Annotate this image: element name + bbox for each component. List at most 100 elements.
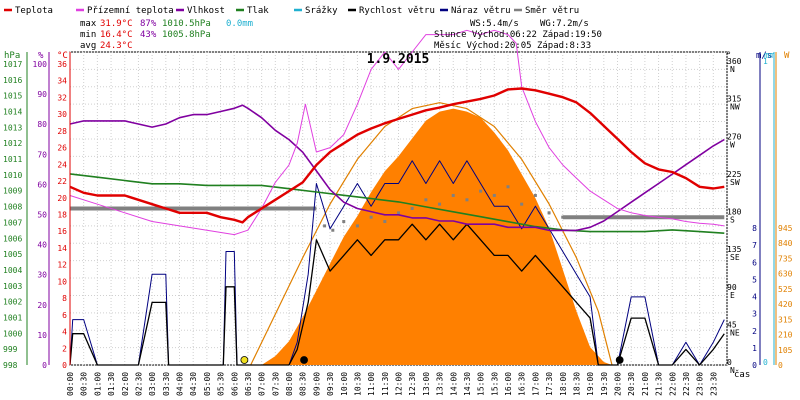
x-tick-label: 19:30 bbox=[600, 372, 609, 396]
x-tick-label: 01:00 bbox=[93, 372, 102, 396]
x-tick-label: 17:30 bbox=[545, 372, 554, 396]
c-tick-label: 36 bbox=[57, 60, 67, 69]
w-tick-label: 420 bbox=[778, 300, 793, 309]
hpa-tick-label: 1014 bbox=[3, 108, 22, 117]
x-tick-label: 12:30 bbox=[408, 372, 417, 396]
sun-marker bbox=[300, 356, 308, 364]
pct-tick-label: 20 bbox=[37, 301, 47, 310]
pct-tick-label: 60 bbox=[37, 180, 47, 189]
c-tick-label: 16 bbox=[57, 227, 67, 236]
c-tick-label: 18 bbox=[57, 211, 67, 220]
ms-tick-label: 8 bbox=[752, 224, 757, 233]
w-tick-label: 525 bbox=[778, 285, 793, 294]
stats-max-hum: 87% bbox=[140, 19, 157, 29]
sun-marker bbox=[240, 356, 249, 364]
wind-direction-point bbox=[506, 185, 510, 189]
x-tick-label: 04:00 bbox=[176, 372, 185, 396]
wind-direction-point bbox=[383, 220, 387, 224]
axis-label-w: W bbox=[784, 51, 790, 61]
axis-label-dir: ° bbox=[726, 51, 731, 61]
left-axes: 1017101610151014101310121011101010091008… bbox=[3, 60, 67, 370]
x-tick-label: 11:30 bbox=[381, 372, 390, 396]
axis-label-mm: mm bbox=[764, 51, 775, 61]
dir-tick-compass: N bbox=[730, 366, 735, 375]
dir-tick-compass: N bbox=[730, 65, 735, 74]
ground-temperature-line bbox=[69, 29, 725, 236]
x-tick-label: 02:30 bbox=[134, 372, 143, 396]
hpa-tick-label: 1015 bbox=[3, 92, 22, 101]
wind-direction-point bbox=[323, 224, 327, 228]
sun-markers bbox=[240, 356, 624, 364]
x-tick-label: 13:30 bbox=[436, 372, 445, 396]
wind-direction-point bbox=[520, 202, 524, 206]
wind-direction-point bbox=[424, 198, 428, 202]
pct-tick-label: 40 bbox=[37, 241, 47, 250]
x-tick-label: 06:00 bbox=[230, 372, 239, 396]
hpa-tick-label: 1012 bbox=[3, 139, 22, 148]
hpa-tick-label: 1001 bbox=[3, 313, 22, 322]
c-tick-label: 26 bbox=[57, 144, 67, 153]
hpa-tick-label: 1003 bbox=[3, 282, 22, 291]
x-tick-label: 14:30 bbox=[463, 372, 472, 396]
hpa-tick-label: 1010 bbox=[3, 171, 22, 180]
c-tick-label: 24 bbox=[57, 160, 67, 169]
x-tick-label: 03:30 bbox=[162, 372, 171, 396]
dir-tick-compass: W bbox=[730, 140, 735, 149]
hpa-tick-label: 1016 bbox=[3, 76, 22, 85]
axis-label-c: °C bbox=[57, 51, 68, 61]
wind-direction-point bbox=[355, 224, 359, 228]
stats-min-label: min bbox=[80, 30, 96, 40]
x-tick-label: 22:00 bbox=[668, 372, 677, 396]
hpa-tick-label: 999 bbox=[3, 345, 18, 354]
humidity-line bbox=[69, 104, 725, 232]
x-tick-label: 16:00 bbox=[504, 372, 513, 396]
dir-tick-compass: NE bbox=[730, 328, 740, 337]
x-tick-label: 11:00 bbox=[367, 372, 376, 396]
mm-tick-label: 1 bbox=[763, 57, 768, 66]
x-tick-label: 04:30 bbox=[189, 372, 198, 396]
wind-direction-point bbox=[451, 193, 455, 197]
x-axis-label: čas bbox=[734, 369, 750, 380]
x-tick-label: 14:00 bbox=[449, 372, 458, 396]
dir-tick-degree: 0 bbox=[727, 358, 732, 367]
pct-tick-label: 30 bbox=[37, 271, 47, 280]
ms-tick-label: 6 bbox=[752, 258, 757, 267]
c-tick-label: 22 bbox=[57, 177, 67, 186]
ms-tick-label: 5 bbox=[752, 275, 757, 284]
c-tick-label: 34 bbox=[57, 77, 67, 86]
hpa-tick-label: 1013 bbox=[3, 123, 22, 132]
pct-tick-label: 80 bbox=[37, 120, 47, 129]
wind-speed-line bbox=[69, 223, 725, 366]
sun-marker bbox=[615, 356, 624, 364]
info-moon: Měsíc Východ:20:05 Západ:8:33 bbox=[434, 41, 591, 51]
wind-direction-point bbox=[561, 215, 565, 219]
x-tick-label: 23:00 bbox=[696, 372, 705, 396]
w-tick-label: 0 bbox=[778, 361, 783, 370]
x-tick-label: 22:30 bbox=[682, 372, 691, 396]
stats-max-label: max bbox=[80, 19, 97, 29]
pct-tick-label: 100 bbox=[33, 60, 48, 69]
mm-tick-label: 0 bbox=[763, 358, 768, 367]
temperature-line bbox=[69, 87, 725, 224]
x-tick-label: 08:30 bbox=[299, 372, 308, 396]
x-tick-label: 02:00 bbox=[121, 372, 130, 396]
stats-block: max 31.9°C 87% 1010.5hPa 0.0mm min 16.4°… bbox=[80, 19, 253, 51]
ms-tick-label: 3 bbox=[752, 310, 757, 319]
x-tick-label: 12:00 bbox=[395, 372, 404, 396]
x-tick-label: 18:30 bbox=[572, 372, 581, 396]
legend-label: Směr větru bbox=[525, 6, 579, 16]
c-tick-label: 20 bbox=[57, 194, 67, 203]
legend-label: Náraz větru bbox=[451, 6, 511, 16]
x-tick-label: 00:00 bbox=[66, 372, 75, 396]
dir-tick-degree: 180 bbox=[727, 208, 742, 217]
x-tick-label: 05:30 bbox=[217, 372, 226, 396]
wind-direction-point bbox=[397, 211, 400, 215]
dir-tick-degree: 225 bbox=[727, 170, 742, 179]
legend-label: Tlak bbox=[247, 6, 269, 16]
ms-tick-label: 2 bbox=[752, 327, 757, 336]
stats-avg-temp: 24.3°C bbox=[100, 41, 133, 51]
x-tick-label: 21:00 bbox=[641, 372, 650, 396]
w-tick-label: 735 bbox=[778, 254, 793, 263]
x-tick-label: 09:30 bbox=[326, 372, 335, 396]
legend-label: Teplota bbox=[15, 6, 53, 16]
